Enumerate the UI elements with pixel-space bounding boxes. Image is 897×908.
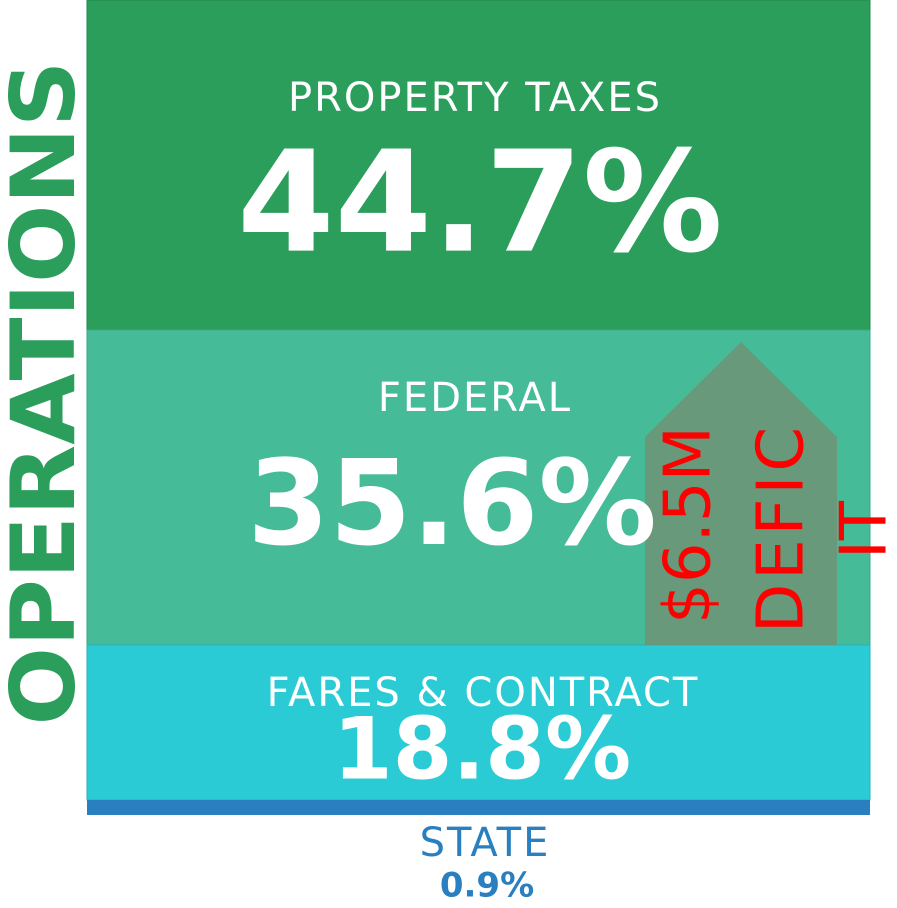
segment-label: PROPERTY TAXES bbox=[288, 75, 662, 121]
segment-value: 44.7% bbox=[237, 122, 723, 285]
segment-value: 35.6% bbox=[247, 434, 656, 572]
callout-line: $6.5M bbox=[652, 426, 726, 624]
deficit-arrow bbox=[645, 342, 837, 645]
segment-label: FARES & CONTRACT bbox=[267, 670, 700, 716]
segment-value: 18.8% bbox=[333, 699, 631, 799]
callout-line: IT bbox=[828, 500, 897, 559]
callout-line: DEFIC bbox=[745, 423, 819, 633]
title: OPERATIONS bbox=[0, 61, 95, 726]
segment-label: FEDERAL bbox=[378, 375, 572, 421]
state-block bbox=[87, 800, 870, 815]
segment-value: 0.9% bbox=[440, 866, 534, 906]
segment-label: STATE bbox=[420, 820, 551, 866]
property-taxes-block bbox=[86, 0, 871, 331]
